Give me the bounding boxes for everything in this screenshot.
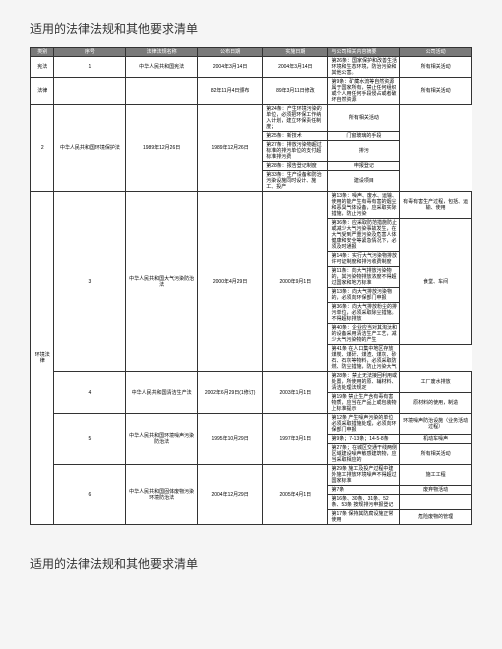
cell-activity: 废弃物活动	[400, 486, 472, 495]
cell-pubdate: 1989年12月26日	[126, 105, 198, 192]
cell-effdate: 89年3月11日修改	[263, 78, 328, 105]
cell-content: 第17条 保持其防腐设施正常使用	[328, 510, 400, 525]
header-category: 类别	[31, 48, 54, 57]
cell-name: 中华人民共和国大气污染防治法	[126, 192, 198, 372]
cell-content: 第27条：排放污染物超过标准的排污单位的支付超标准排污费	[263, 141, 328, 162]
table-row: 5中华人民共和国环境噪声污染防治法1995年10月29日1997年3月1日第12…	[31, 414, 472, 435]
cell-pubdate: 2004年12月29日	[197, 465, 262, 525]
header-content: 与公司相关内容摘要	[328, 48, 400, 57]
header-seq: 序号	[54, 48, 126, 57]
cell-activity: 所有相关活动	[328, 105, 400, 132]
cell-pubdate: 2004年3月14日	[197, 57, 262, 78]
cell-content: 第9条：矿藏水流等自然资源属于国家所有，禁止任何组织或个人用任何手段侵占或者破坏…	[328, 78, 400, 105]
cell-name: 中华人民共和国宪法	[126, 57, 198, 78]
cell-activity: 环境噪声防治设施（业务活动过程）	[400, 414, 472, 435]
cell-content: 第40条：企业应当对其淘汰和的设备采用清洁生产工艺，减少大气污染物的产生	[328, 324, 400, 345]
cell-activity: 所有相关活动	[400, 444, 472, 465]
cell-content: 第19条 禁止生产含有毒有害物质，应当在产品上或包装物上标准提示	[328, 393, 400, 414]
cell-content: 第36条：向大气排放粉尘的排污单位，必须采取除尘措施。不得超标排放	[328, 303, 400, 324]
cell-category: 宪法	[31, 57, 54, 78]
cell-activity: 门窗玻璃的手段	[328, 132, 400, 141]
cell-pubdate: 82年11月4日颁布	[197, 78, 262, 105]
cell-content: 第36条：应采取防范措施防止或减少大气污染事故发生，在大气受到严重污染及危害人体…	[328, 219, 400, 252]
cell-content: 第28条：禁止无法接回利用或处置，所使用的原、辅材料、清洁处理法规定	[328, 372, 400, 393]
cell-pubdate: 1995年10月29日	[197, 414, 262, 465]
cell-seq: 6	[54, 465, 126, 525]
cell-seq	[54, 78, 126, 105]
cell-effdate: 2000年9月1日	[263, 192, 328, 372]
cell-content: 第16条、30条、31条、52条、53条 按规排污申报登记	[328, 495, 400, 510]
cell-content: 第28条：报告登记制度	[263, 162, 328, 171]
table-row: 4中华人民共和国清洁生产法2002年6月29日(1修订)2003年1月1日第28…	[31, 372, 472, 393]
cell-content: 第14条：实行大气污染物排放许可证制度和排污收费制度	[328, 252, 400, 267]
cell-effdate: 1989年12月26日	[197, 105, 262, 192]
cell-category: 环境法律	[31, 192, 54, 525]
cell-seq: 5	[54, 414, 126, 465]
table-row: 2中华人民共和国环境保护法1989年12月26日1989年12月26日第24条：…	[31, 105, 472, 132]
table-header-row: 类别 序号 法律法规名称 公布日期 实施日期 与公司相关内容摘要 公司活动	[31, 48, 472, 57]
cell-activity: 申报登记	[328, 162, 400, 171]
table-body: 宪法1中华人民共和国宪法2004年3月14日2004年3月14日第26条：国家保…	[31, 57, 472, 525]
cell-seq: 2	[31, 105, 54, 192]
cell-activity: 有毒有害生产过程，包括、运输、使用	[400, 192, 472, 219]
cell-seq: 4	[54, 372, 126, 414]
cell-content: 第33条：生产设备和防治污染设施同时设计、施工、投产	[263, 171, 328, 192]
cell-activity: 原材料的使用，制造	[400, 393, 472, 414]
cell-category: 法律	[31, 78, 54, 105]
header-pubdate: 公布日期	[197, 48, 262, 57]
cell-name: 中华人民共和国固体废物污染环境防治法	[126, 465, 198, 525]
page-title-2: 适用的法律法规和其他要求清单	[30, 555, 472, 572]
cell-effdate: 2003年1月1日	[263, 372, 328, 414]
page-title: 适用的法律法规和其他要求清单	[30, 20, 472, 37]
table-row: 6中华人民共和国固体废物污染环境防治法2004年12月29日2005年4月1日第…	[31, 465, 472, 486]
cell-content: 第7条	[328, 486, 400, 495]
cell-seq: 3	[54, 192, 126, 372]
cell-activity: 排污	[328, 141, 400, 162]
cell-seq: 1	[54, 57, 126, 78]
cell-content: 第27条；在城区交通干线两侧区域建设噪声敏感建筑物，应当采取相应的	[328, 444, 400, 465]
table-row: 法律 82年11月4日颁布89年3月11日修改第9条：矿藏水流等自然资源属于国家所…	[31, 78, 472, 105]
cell-activity: 所有相关活动	[400, 57, 472, 78]
cell-activity: 施工工程	[400, 465, 472, 486]
table-row: 环境法律3中华人民共和国大气污染防治法2000年4月29日2000年9月1日第1…	[31, 192, 472, 219]
cell-activity	[400, 495, 472, 510]
cell-name: 中华人民共和国环境噪声污染防治法	[126, 414, 198, 465]
regulations-table: 类别 序号 法律法规名称 公布日期 实施日期 与公司相关内容摘要 公司活动 宪法…	[30, 47, 472, 525]
cell-content: 第12条 产生噪声污染的单位必须采取措施处理，必须向环保部门申报	[328, 414, 400, 435]
cell-activity: 食堂、车间	[400, 219, 472, 345]
cell-content: 第26条：国家保护和改善生活环境和生态环境，防治污染和其他公害。	[328, 57, 400, 78]
cell-content: 第25条：新技术	[263, 132, 328, 141]
cell-content: 第13条：噪声、废水、运输、使用的能产生有毒有害的烟尘和恶臭气体设备，应采取实际…	[328, 192, 400, 219]
cell-content: 第13条：向大气排放污染物的，必须向环保部门申报	[328, 288, 400, 303]
cell-activity: 所有相关活动	[400, 78, 472, 105]
cell-content: 第9条；7-13条；14-5-8条	[328, 435, 400, 444]
cell-effdate: 2005年4月1日	[263, 465, 328, 525]
cell-pubdate: 2000年4月29日	[197, 192, 262, 372]
header-effdate: 实施日期	[263, 48, 328, 57]
cell-content: 第11条：向大气排放污染物的，其污染物排放浓度不得超过国家和地方标准	[328, 267, 400, 288]
header-name: 法律法规名称	[126, 48, 198, 57]
cell-activity: 机动车噪声	[400, 435, 472, 444]
table-row: 宪法1中华人民共和国宪法2004年3月14日2004年3月14日第26条：国家保…	[31, 57, 472, 78]
cell-content: 第24条：产生环境污染的单位，必须把环保工作纳入计划，建立环保责任制度；	[263, 105, 328, 132]
cell-effdate: 2004年3月14日	[263, 57, 328, 78]
cell-content: 第29条 施工及投产过程中建外施工排放环境噪声不得超过国家标准	[328, 465, 400, 486]
cell-effdate: 1997年3月1日	[263, 414, 328, 465]
cell-activity: 危险废物的管理	[400, 510, 472, 525]
cell-content: 第41条 在人口集中地区存放煤炭、煤矸、煤渣、煤灰、砂石、石灰等物料，必须采取防…	[328, 345, 400, 372]
cell-name	[126, 78, 198, 105]
cell-name: 中华人民共和国环境保护法	[54, 105, 126, 192]
cell-activity: 工厂废水排放	[400, 372, 472, 393]
cell-activity: 建设项目	[328, 171, 400, 192]
cell-name: 中华人民共和国清洁生产法	[126, 372, 198, 414]
cell-pubdate: 2002年6月29日(1修订)	[197, 372, 262, 414]
header-activity: 公司活动	[400, 48, 472, 57]
